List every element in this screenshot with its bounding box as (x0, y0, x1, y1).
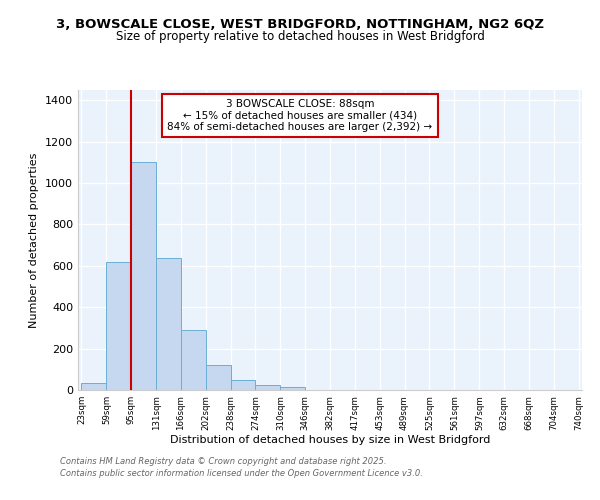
Text: 3 BOWSCALE CLOSE: 88sqm
← 15% of detached houses are smaller (434)
84% of semi-d: 3 BOWSCALE CLOSE: 88sqm ← 15% of detache… (167, 99, 433, 132)
Text: Contains public sector information licensed under the Open Government Licence v3: Contains public sector information licen… (60, 469, 423, 478)
Bar (82, 383, 106, 390)
Bar (280, 387, 305, 390)
Bar (230, 380, 256, 390)
Text: Size of property relative to detached houses in West Bridgford: Size of property relative to detached ho… (116, 30, 484, 43)
Bar (131, 162, 157, 390)
Text: Contains HM Land Registry data © Crown copyright and database right 2025.: Contains HM Land Registry data © Crown c… (60, 458, 386, 466)
Bar (181, 330, 206, 390)
Bar (206, 365, 230, 390)
Bar (157, 258, 181, 390)
Bar (256, 385, 280, 390)
X-axis label: Distribution of detached houses by size in West Bridgford: Distribution of detached houses by size … (170, 436, 490, 446)
Text: 3, BOWSCALE CLOSE, WEST BRIDGFORD, NOTTINGHAM, NG2 6QZ: 3, BOWSCALE CLOSE, WEST BRIDGFORD, NOTTI… (56, 18, 544, 30)
Y-axis label: Number of detached properties: Number of detached properties (29, 152, 40, 328)
Bar (106, 262, 131, 390)
